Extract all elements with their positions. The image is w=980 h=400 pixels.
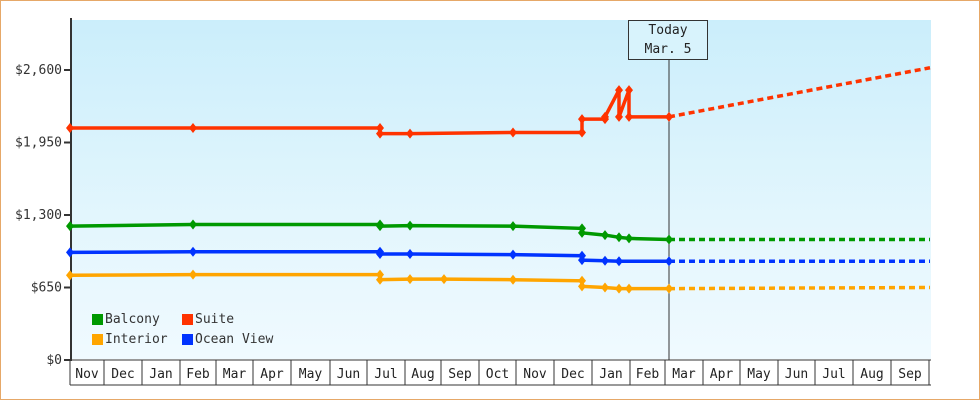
interior-swatch-icon <box>92 334 103 345</box>
x-tick-label: Sep <box>448 367 472 382</box>
x-tick-label: Jun <box>337 367 360 382</box>
x-tick-label: Apr <box>710 367 734 382</box>
data-point-marker[interactable] <box>406 128 414 139</box>
data-point-marker[interactable] <box>578 127 586 138</box>
x-ticks: Nov Dec Jan Feb Mar Apr May Jun Jul Aug Sep Oct Nov D… <box>69 360 930 385</box>
data-point-marker[interactable] <box>376 123 384 133</box>
data-point-marker[interactable] <box>615 283 623 294</box>
x-tick-label: Nov <box>523 367 547 382</box>
data-point-marker[interactable] <box>625 283 633 294</box>
data-point-marker[interactable] <box>601 230 609 241</box>
plot-area <box>71 20 931 359</box>
x-tick-label: Aug <box>411 367 434 382</box>
legend-label: Balcony <box>105 312 160 327</box>
data-point-marker[interactable] <box>66 221 74 232</box>
x-tick-label: Dec <box>561 367 584 382</box>
data-point-marker[interactable] <box>509 274 517 285</box>
data-point-marker[interactable] <box>625 111 633 122</box>
y-tick-label: $650 <box>31 281 62 296</box>
legend-label: Interior <box>105 332 168 347</box>
x-tick-label: Mar <box>672 367 696 382</box>
data-point-marker[interactable] <box>615 111 623 122</box>
data-point-marker[interactable] <box>578 281 586 292</box>
y-tick-label: $0 <box>46 353 62 368</box>
data-point-marker[interactable] <box>406 220 414 231</box>
data-point-marker[interactable] <box>578 227 586 238</box>
balcony-swatch-icon <box>92 314 103 325</box>
data-point-marker[interactable] <box>615 256 623 267</box>
data-point-marker[interactable] <box>376 269 384 280</box>
legend-item-ocean-view[interactable]: Ocean View <box>182 332 273 347</box>
data-point-marker[interactable] <box>406 249 414 260</box>
x-tick-label: Jul <box>374 367 397 382</box>
x-tick-label: Jul <box>822 367 845 382</box>
data-point-marker[interactable] <box>578 275 586 286</box>
data-point-marker[interactable] <box>189 246 197 257</box>
x-tick-label: May <box>747 367 771 382</box>
x-tick-label: Apr <box>260 367 284 382</box>
x-tick-label: Jan <box>599 367 622 382</box>
ocean-view-swatch-icon <box>182 334 193 345</box>
forecast-line <box>668 66 931 119</box>
x-tick-label: Jun <box>785 367 808 382</box>
data-point-marker[interactable] <box>601 255 609 266</box>
data-point-marker[interactable] <box>625 233 633 244</box>
x-tick-label: May <box>299 367 323 382</box>
data-point-marker[interactable] <box>189 219 197 230</box>
today-date: Mar. 5 <box>644 42 692 57</box>
data-point-marker[interactable] <box>601 111 609 122</box>
data-point-marker[interactable] <box>189 269 197 280</box>
y-tick-label: $1,950 <box>15 136 62 151</box>
x-tick-label: Oct <box>486 367 509 382</box>
x-tick-label: Sep <box>898 367 922 382</box>
data-point-marker[interactable] <box>376 274 384 285</box>
suite-swatch-icon <box>182 314 193 325</box>
today-annotation: Today Mar. 5 <box>628 20 708 60</box>
legend-item-suite[interactable]: Suite <box>182 312 234 327</box>
legend-label: Ocean View <box>195 332 274 347</box>
data-point-marker[interactable] <box>615 232 623 243</box>
series-line <box>70 89 669 136</box>
data-point-marker[interactable] <box>578 114 586 125</box>
data-point-marker[interactable] <box>376 128 384 139</box>
today-label: Today <box>648 23 688 38</box>
data-point-marker[interactable] <box>189 123 197 133</box>
x-tick-label: Aug <box>860 367 883 382</box>
x-tick-label: Nov <box>75 367 99 382</box>
data-point-marker[interactable] <box>376 249 384 260</box>
x-tick-label: Feb <box>186 367 210 382</box>
data-point-marker[interactable] <box>66 123 74 133</box>
x-tick-label: Dec <box>111 367 134 382</box>
data-point-marker[interactable] <box>66 270 74 281</box>
legend-item-balcony[interactable]: Balcony <box>92 312 160 327</box>
data-point-marker[interactable] <box>406 274 414 285</box>
legend-item-interior[interactable]: Interior <box>92 332 168 347</box>
forecast-line <box>668 285 931 291</box>
data-point-marker[interactable] <box>601 282 609 293</box>
y-ticks: $0 $650 $1,300 $1,950 $2,600 <box>15 63 71 368</box>
data-point-marker[interactable] <box>509 127 517 138</box>
series-lines <box>66 66 931 294</box>
legend-label: Suite <box>195 312 235 327</box>
data-point-marker[interactable] <box>376 221 384 232</box>
data-point-marker[interactable] <box>66 247 74 258</box>
x-tick-label: Feb <box>636 367 660 382</box>
data-point-marker[interactable] <box>509 221 517 232</box>
data-point-marker[interactable] <box>440 274 448 285</box>
y-tick-label: $1,300 <box>15 208 62 223</box>
x-tick-label: Jan <box>149 367 172 382</box>
y-tick-label: $2,600 <box>15 63 62 78</box>
x-tick-label: Mar <box>223 367 247 382</box>
data-point-marker[interactable] <box>509 249 517 260</box>
data-point-marker[interactable] <box>578 255 586 266</box>
data-point-marker[interactable] <box>625 85 633 96</box>
data-point-marker[interactable] <box>615 85 623 96</box>
